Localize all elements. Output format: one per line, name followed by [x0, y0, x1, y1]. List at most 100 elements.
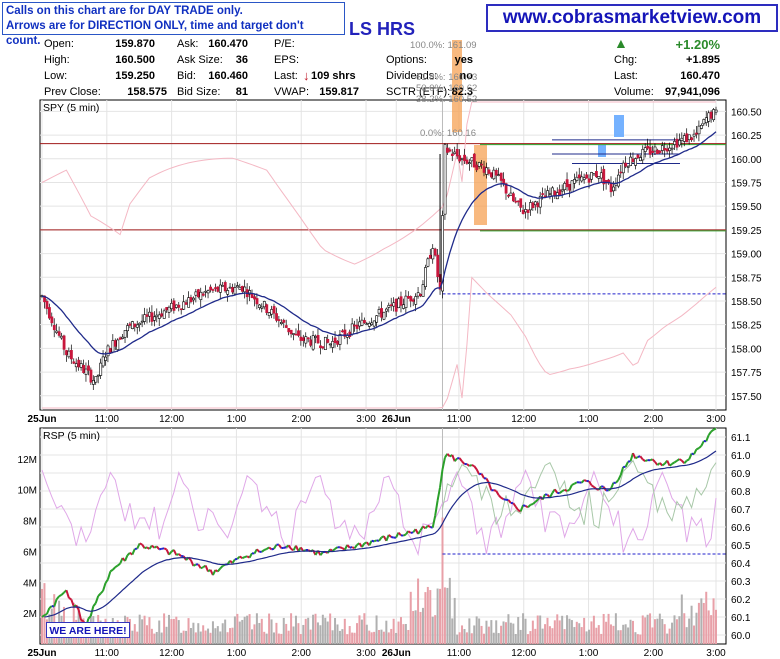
volume-bar [636, 634, 639, 644]
price-segment [710, 428, 715, 433]
volume-bar [158, 620, 161, 644]
candle-body [109, 348, 112, 353]
candle-body [358, 321, 361, 327]
price-segment [583, 479, 587, 482]
candle-body [426, 258, 430, 267]
candle-body [641, 149, 645, 161]
candle-body [209, 286, 213, 291]
volume-bar [570, 620, 573, 644]
volume-bar [312, 614, 315, 644]
candle-body [319, 345, 322, 349]
candle-body [336, 340, 339, 345]
volume-bar [131, 630, 134, 644]
volume-bar [187, 618, 190, 644]
candle-body [272, 306, 276, 314]
candle-body [121, 336, 125, 339]
candle-body [223, 282, 227, 292]
x-tick-label: 12:00 [511, 414, 536, 425]
volume-bar [194, 632, 197, 644]
volume-bar [502, 621, 505, 644]
volume-bar [336, 624, 339, 644]
volume-tick-label: 8M [23, 517, 37, 528]
y-tick-label: 60.7 [731, 505, 751, 516]
volume-bar [483, 633, 486, 644]
price-segment [534, 499, 539, 503]
volume-bar [338, 630, 341, 644]
price-segment [239, 555, 243, 559]
volume-bar [375, 615, 378, 644]
change-percent: +1.20% [675, 37, 720, 52]
price-segment [117, 562, 121, 567]
candle-body [704, 117, 708, 123]
candle-body [309, 339, 313, 346]
candle-body [397, 298, 401, 309]
candle-body [519, 198, 523, 208]
volume-bar [531, 620, 534, 644]
open-value: 159.870 [115, 38, 155, 50]
candle-body [375, 315, 379, 323]
price-segment [686, 458, 690, 462]
candle-body [431, 248, 435, 260]
candle-body [321, 346, 325, 349]
volume-bar [397, 621, 400, 644]
volume-bar [671, 622, 674, 644]
chart-title-fragment: LS HRS [349, 19, 416, 39]
price-segment [453, 457, 458, 462]
volume-bar [646, 614, 649, 644]
volume-bar [341, 629, 344, 644]
candle-body [133, 323, 137, 328]
candle-body [668, 147, 672, 151]
x-tick-label: 2:00 [291, 414, 311, 425]
price-segment [610, 482, 615, 490]
price-segment [58, 594, 63, 598]
price-segment [351, 546, 356, 550]
price-segment [427, 524, 431, 528]
candle-body [360, 319, 364, 326]
volume-bar [605, 621, 608, 644]
volume-bar [492, 632, 495, 644]
volume-bar [539, 615, 542, 644]
candle-body [565, 179, 569, 188]
volume-bar [473, 625, 476, 644]
price-segment [469, 464, 473, 467]
candle-body [700, 125, 703, 129]
price-segment [131, 548, 136, 555]
rsp-moving-average-line [44, 450, 717, 618]
volume-bar [631, 620, 634, 644]
candle-body [460, 158, 464, 160]
x-tick-label: 3:00 [356, 648, 376, 659]
volume-bar [649, 613, 652, 644]
candle-body [577, 174, 581, 179]
x-tick-label: 3:00 [706, 414, 726, 425]
candle-body [162, 310, 166, 319]
options-label: Options: [386, 54, 427, 66]
candle-body [116, 339, 120, 350]
y-tick-label: 60.1 [731, 613, 751, 624]
volume-bar [246, 615, 249, 644]
price-segment [683, 459, 688, 464]
candle-body [363, 320, 366, 324]
price-segment [573, 481, 578, 485]
candle-body [201, 293, 205, 296]
price-segment [268, 546, 273, 551]
candle-body [326, 339, 330, 343]
notice-line-2: Arrows are for DIRECTION ONLY, time and … [6, 20, 304, 47]
candle-body [265, 304, 269, 313]
volume-bar [634, 632, 637, 644]
volume-bar [211, 621, 214, 644]
price-segment [617, 474, 622, 481]
candle-body [311, 335, 315, 350]
volume-bar [468, 618, 471, 644]
candle-body [194, 291, 198, 296]
x-tick-label: 3:00 [706, 648, 726, 659]
candle-body [350, 323, 354, 335]
x-tick-label: 2:00 [291, 648, 311, 659]
candle-body [404, 295, 408, 308]
volume-bar [463, 629, 466, 644]
website-banner[interactable]: www.cobrasmarketview.com [486, 4, 778, 32]
candle-body [301, 337, 305, 341]
candle-body [709, 111, 713, 119]
volume-bar [331, 630, 334, 644]
candle-body [558, 189, 562, 196]
candle-body [529, 202, 532, 211]
